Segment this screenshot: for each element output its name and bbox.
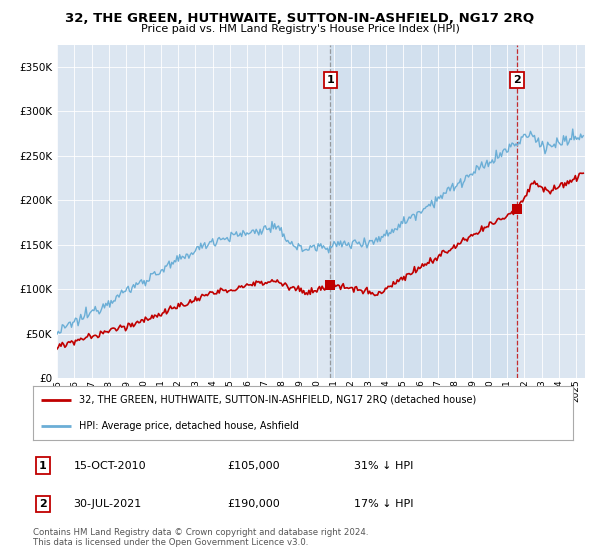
Text: 15-OCT-2010: 15-OCT-2010 xyxy=(74,460,146,470)
Text: 2: 2 xyxy=(513,75,521,85)
Text: 2: 2 xyxy=(39,499,47,509)
Text: 31% ↓ HPI: 31% ↓ HPI xyxy=(354,460,413,470)
Text: 1: 1 xyxy=(39,460,47,470)
Text: HPI: Average price, detached house, Ashfield: HPI: Average price, detached house, Ashf… xyxy=(79,421,299,431)
Text: 30-JUL-2021: 30-JUL-2021 xyxy=(74,499,142,509)
Bar xyxy=(331,45,517,378)
Text: 17% ↓ HPI: 17% ↓ HPI xyxy=(354,499,414,509)
Text: 1: 1 xyxy=(326,75,334,85)
Text: £190,000: £190,000 xyxy=(227,499,280,509)
Text: Contains HM Land Registry data © Crown copyright and database right 2024.
This d: Contains HM Land Registry data © Crown c… xyxy=(33,528,368,547)
Text: Price paid vs. HM Land Registry's House Price Index (HPI): Price paid vs. HM Land Registry's House … xyxy=(140,24,460,34)
Text: £105,000: £105,000 xyxy=(227,460,280,470)
Text: 32, THE GREEN, HUTHWAITE, SUTTON-IN-ASHFIELD, NG17 2RQ (detached house): 32, THE GREEN, HUTHWAITE, SUTTON-IN-ASHF… xyxy=(79,395,476,405)
Text: 32, THE GREEN, HUTHWAITE, SUTTON-IN-ASHFIELD, NG17 2RQ: 32, THE GREEN, HUTHWAITE, SUTTON-IN-ASHF… xyxy=(65,12,535,25)
